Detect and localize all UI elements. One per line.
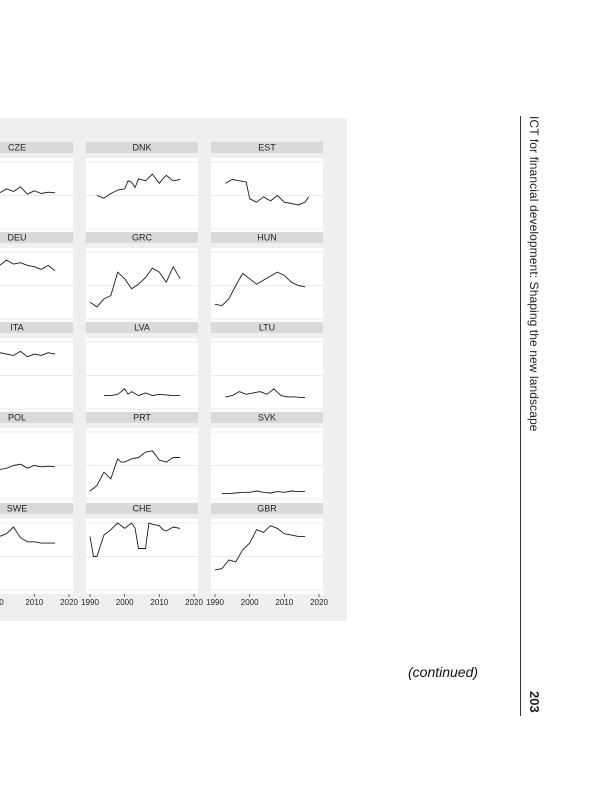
series-line-hun — [214, 271, 306, 307]
x-tick-label-2-2: 2010 — [275, 598, 293, 607]
small-multiples-chart: CZE DNK EST DEU GRC HUN ITA LVA LTU POL PRT SVK SWE C… — [0, 142, 328, 607]
panel-strip-svk — [211, 412, 323, 423]
panel-title-est: EST — [258, 143, 276, 153]
series-line-gbr — [214, 525, 306, 571]
series-line-grc — [89, 266, 181, 308]
panel-strip-che — [86, 503, 198, 514]
margin-rule — [520, 116, 521, 716]
panel-strip-cze — [0, 142, 73, 153]
panel-strip-hun — [211, 232, 323, 243]
panel-title-lva: LVA — [134, 323, 150, 333]
panel-title-ita: ITA — [10, 323, 23, 333]
panel-title-hun: HUN — [257, 233, 277, 243]
series-line-lva — [103, 388, 181, 397]
x-tick-label-1-1: 2000 — [116, 598, 134, 607]
running-head: ICT for financial development: Shaping t… — [527, 116, 543, 716]
panel-title-grc: GRC — [132, 233, 153, 243]
x-tick-label-2-0: 1990 — [206, 598, 224, 607]
panel-strip-dnk — [86, 142, 198, 153]
panel-title-svk: SVK — [258, 413, 276, 423]
running-head-title: ICT for financial development: Shaping t… — [527, 116, 541, 432]
series-line-ltu — [225, 388, 306, 399]
figure-panel: CZE DNK EST DEU GRC HUN ITA LVA LTU POL PRT SVK SWE C… — [0, 118, 347, 621]
panel-strip-ltu — [211, 322, 323, 333]
panel-title-prt: PRT — [133, 413, 151, 423]
panel-strip-est — [211, 142, 323, 153]
panel-strip-prt — [86, 412, 198, 423]
panel-title-che: CHE — [132, 504, 151, 514]
series-line-che — [89, 522, 181, 557]
series-line-svk — [221, 490, 306, 495]
x-tick-label-2-3: 2020 — [310, 598, 328, 607]
panel-strip-grc — [86, 232, 198, 243]
panel-strip-swe — [0, 503, 73, 514]
panel-strip-deu — [0, 232, 73, 243]
panel-title-deu: DEU — [7, 233, 26, 243]
page-number: 203 — [527, 691, 542, 713]
x-tick-label-1-3: 2020 — [185, 598, 203, 607]
series-line-est — [225, 178, 309, 206]
panel-strip-pol — [0, 412, 73, 423]
x-tick-label-1-0: 1990 — [81, 598, 99, 607]
x-tick-label-0-1: 2010 — [25, 598, 43, 607]
panel-strip-gbr — [211, 503, 323, 514]
panel-title-cze: CZE — [8, 143, 26, 153]
panel-title-dnk: DNK — [132, 143, 151, 153]
series-line-pol — [0, 463, 56, 470]
panel-title-ltu: LTU — [259, 323, 275, 333]
panel-title-gbr: GBR — [257, 504, 277, 514]
x-tick-label-0-0: 00 — [0, 598, 4, 607]
panel-strip-ita — [0, 322, 73, 333]
series-line-swe — [0, 526, 56, 544]
series-line-ita — [0, 350, 56, 358]
x-tick-label-1-2: 2010 — [150, 598, 168, 607]
x-tick-label-0-2: 2020 — [60, 598, 78, 607]
series-line-prt — [89, 450, 181, 492]
x-tick-label-2-1: 2000 — [241, 598, 259, 607]
continued-note: (continued) — [408, 664, 479, 680]
series-line-cze — [0, 186, 56, 195]
panel-title-swe: SWE — [7, 504, 28, 514]
panel-strip-lva — [86, 322, 198, 333]
series-line-deu — [0, 259, 56, 272]
series-line-dnk — [96, 173, 181, 199]
panel-title-pol: POL — [8, 413, 26, 423]
